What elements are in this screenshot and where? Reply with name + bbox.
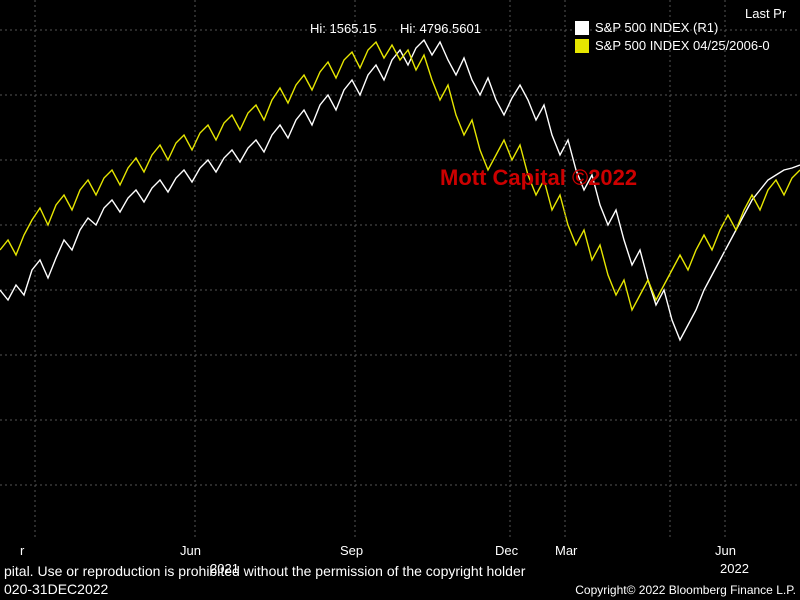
- footer-left: 020-31DEC2022: [4, 581, 109, 597]
- watermark: Mott Capital ©2022: [440, 165, 637, 190]
- footer-line1: pital. Use or reproduction is prohibited…: [4, 563, 526, 579]
- x-month-1: Jun: [180, 543, 201, 558]
- x-month-5: Jun: [715, 543, 736, 558]
- x-month-0: r: [20, 543, 25, 558]
- legend-swatch-0: [575, 21, 589, 35]
- x-year-1: 2022: [720, 561, 749, 576]
- x-month-3: Dec: [495, 543, 519, 558]
- legend-label-0: S&P 500 INDEX (R1): [595, 20, 718, 35]
- legend-title: Last Pr: [745, 6, 787, 21]
- chart-container: Hi: 1565.15 Hi: 4796.5601 Last Pr S&P 500 I…: [0, 0, 800, 600]
- legend-label-1: S&P 500 INDEX 04/25/2006-0: [595, 38, 770, 53]
- chart-bg: [0, 0, 800, 600]
- hi-label-0: Hi: 1565.15: [310, 21, 377, 36]
- x-month-2: Sep: [340, 543, 363, 558]
- x-month-4: Mar: [555, 543, 578, 558]
- footer-copyright: Copyright© 2022 Bloomberg Finance L.P.: [575, 583, 796, 597]
- hi-label-1: Hi: 4796.5601: [400, 21, 481, 36]
- legend-swatch-1: [575, 39, 589, 53]
- chart-svg: Hi: 1565.15 Hi: 4796.5601 Last Pr S&P 500 I…: [0, 0, 800, 600]
